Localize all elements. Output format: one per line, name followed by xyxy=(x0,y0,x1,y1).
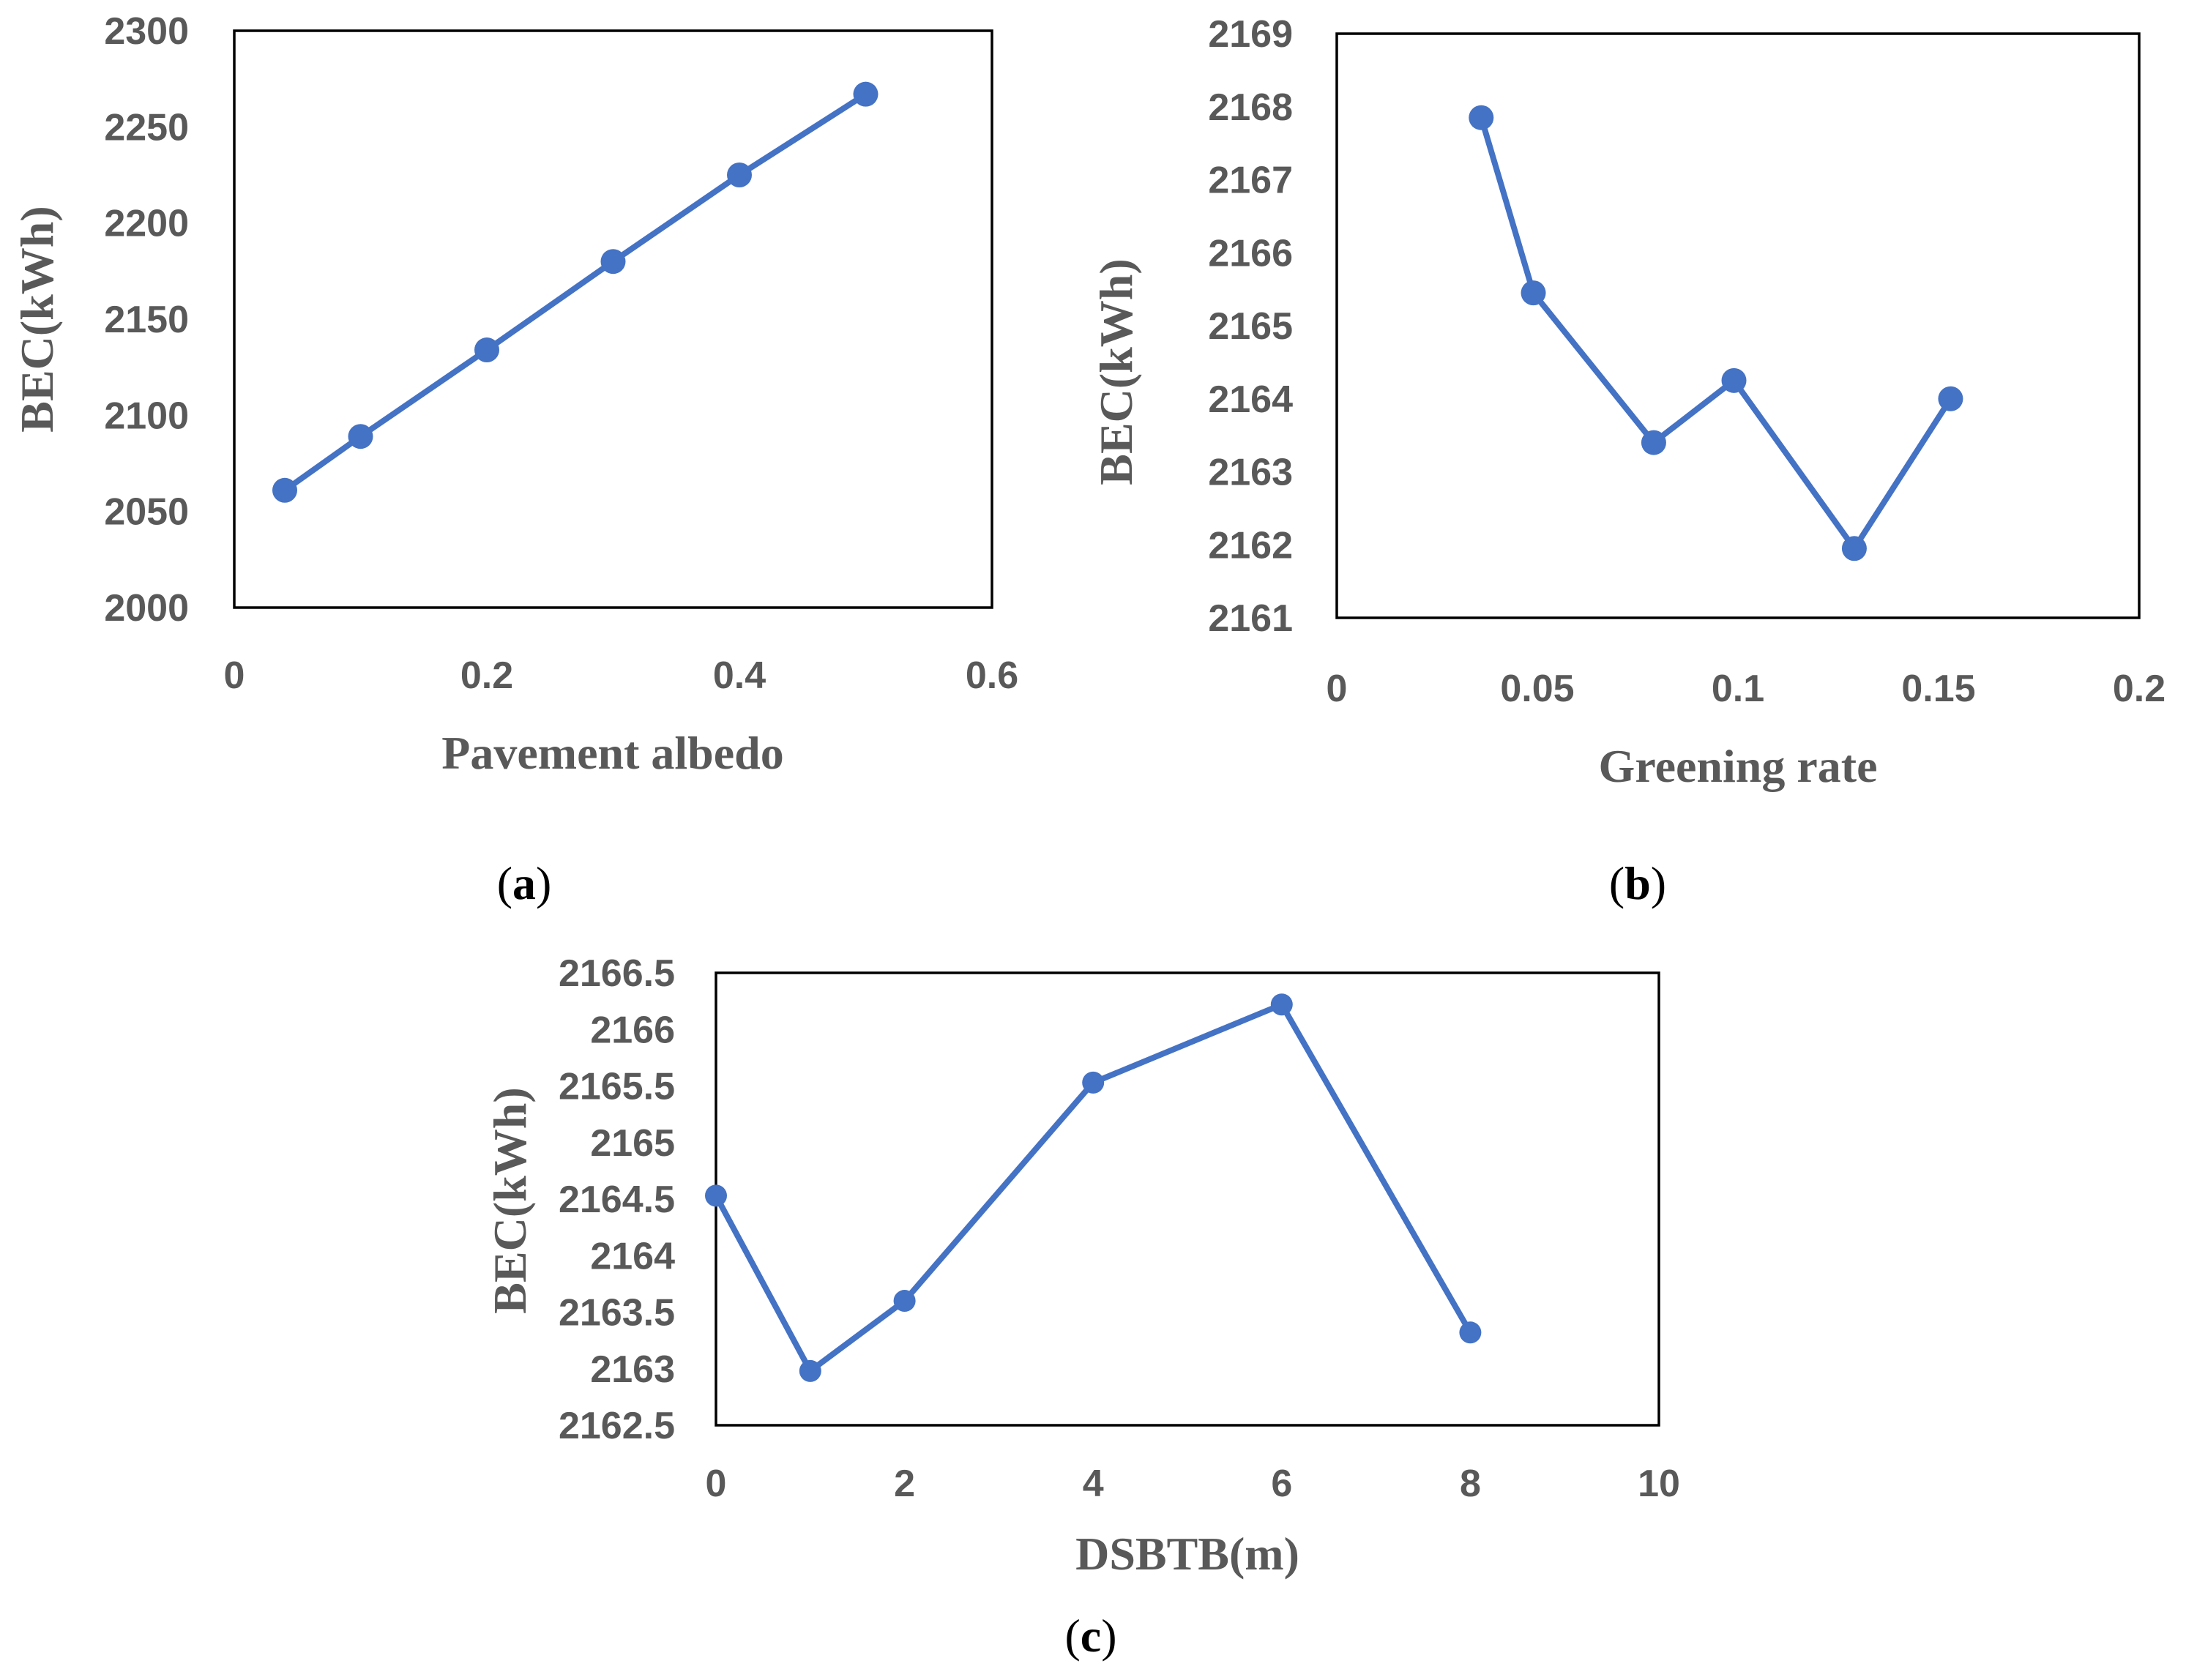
data-point xyxy=(348,424,373,449)
y-tick-labels: 2161 2162 2163 2164 2165 2166 2167 2168 2169 xyxy=(1208,13,1293,640)
x-tick-label: 0.4 xyxy=(713,654,766,697)
data-point xyxy=(1938,386,1963,411)
data-point xyxy=(1641,430,1666,455)
y-tick-label: 2164 xyxy=(590,1235,675,1277)
y-tick-label: 2168 xyxy=(1208,86,1293,129)
plot-area-frame xyxy=(233,29,993,609)
data-point xyxy=(705,1184,727,1207)
data-point xyxy=(893,1290,916,1313)
series-line xyxy=(1478,114,1954,552)
x-axis-title: Pavement albedo xyxy=(441,727,784,779)
panel-label-b: (b) xyxy=(1609,857,1666,909)
x-tick-label: 0 xyxy=(224,654,245,697)
series-line xyxy=(713,1001,1474,1374)
y-tick-label: 2166 xyxy=(1208,232,1293,275)
panel-label-c: (c) xyxy=(1064,1610,1116,1662)
data-series xyxy=(705,993,1482,1382)
x-tick-label: 0.2 xyxy=(460,654,513,697)
y-tick-label: 2166 xyxy=(590,1009,675,1051)
y-tick-label: 2167 xyxy=(1208,160,1293,202)
chart-c: 2162.5 2163 2163.5 2164 2164.5 2165 2165.5 2166… xyxy=(484,952,1680,1662)
x-tick-label: 4 xyxy=(1083,1463,1104,1505)
panel-label-letter: b xyxy=(1624,857,1651,909)
data-point xyxy=(799,1359,821,1382)
y-tick-label: 2165.5 xyxy=(559,1066,675,1108)
y-tick-label: 2165 xyxy=(1208,305,1293,348)
x-tick-label: 0.2 xyxy=(2113,668,2166,710)
data-point xyxy=(272,477,297,503)
data-point xyxy=(1459,1321,1482,1344)
x-tick-labels: 0 0.05 0.1 0.15 0.2 xyxy=(1327,668,2166,710)
x-axis-title: Greening rate xyxy=(1599,740,1878,792)
y-tick-label: 2165 xyxy=(590,1122,675,1165)
y-tick-label: 2150 xyxy=(104,299,189,341)
data-point xyxy=(600,249,626,275)
panel-label-a: (a) xyxy=(497,857,552,909)
y-tick-label: 2164.5 xyxy=(559,1179,675,1221)
y-tick-label: 2163.5 xyxy=(559,1292,675,1334)
data-point xyxy=(1270,993,1293,1016)
y-tick-label: 2250 xyxy=(104,106,189,149)
y-axis-title: BEC(kWh) xyxy=(484,1087,536,1313)
x-tick-label: 0.15 xyxy=(1901,668,1975,710)
x-tick-label: 2 xyxy=(894,1463,915,1505)
y-tick-labels: 2000 2050 2100 2150 2200 2250 2300 xyxy=(104,10,189,630)
y-tick-label: 2163 xyxy=(590,1348,675,1391)
x-tick-label: 0.1 xyxy=(1712,668,1764,710)
chart-b: 2161 2162 2163 2164 2165 2166 2167 2168 2169 0 0.… xyxy=(1090,13,2166,909)
plot-area-frame xyxy=(1335,32,2141,619)
panel-label-letter: c xyxy=(1081,1610,1101,1662)
x-tick-label: 0 xyxy=(706,1463,727,1505)
data-point xyxy=(1521,280,1546,306)
data-point xyxy=(1721,367,1747,393)
x-tick-labels: 0 2 4 6 8 10 xyxy=(706,1463,1680,1505)
y-tick-labels: 2162.5 2163 2163.5 2164 2164.5 2165 2165.5 2166… xyxy=(559,952,675,1447)
y-tick-label: 2100 xyxy=(104,395,189,437)
data-series xyxy=(1469,105,1963,561)
x-tick-label: 0.05 xyxy=(1500,668,1574,710)
data-point xyxy=(727,163,752,187)
data-series xyxy=(272,81,878,503)
y-tick-label: 2164 xyxy=(1208,378,1293,421)
panel-label-letter: a xyxy=(512,857,536,909)
y-axis-title: BEC(kWh) xyxy=(1090,258,1142,485)
y-tick-label: 2162 xyxy=(1208,524,1293,567)
x-tick-label: 8 xyxy=(1460,1463,1481,1505)
y-tick-label: 2000 xyxy=(104,587,189,630)
data-point xyxy=(1469,105,1494,130)
y-tick-label: 2163 xyxy=(1208,452,1293,494)
series-line xyxy=(282,91,869,493)
x-tick-label: 0.6 xyxy=(966,654,1018,697)
x-axis-title: DSBTB(m) xyxy=(1075,1528,1299,1580)
y-tick-label: 2161 xyxy=(1208,597,1293,640)
x-tick-label: 10 xyxy=(1638,1463,1680,1505)
y-tick-label: 2162.5 xyxy=(559,1405,675,1447)
data-point xyxy=(853,81,878,107)
data-point xyxy=(1841,536,1867,561)
y-tick-label: 2169 xyxy=(1208,13,1293,56)
y-tick-label: 2050 xyxy=(104,491,189,534)
x-tick-labels: 0 0.2 0.4 0.6 xyxy=(224,654,1019,697)
y-tick-label: 2166.5 xyxy=(559,952,675,995)
data-point xyxy=(474,337,499,363)
y-tick-label: 2200 xyxy=(104,203,189,245)
y-axis-title: BEC(kWh) xyxy=(11,206,63,432)
x-tick-label: 0 xyxy=(1327,668,1348,710)
data-point xyxy=(1082,1071,1105,1094)
x-tick-label: 6 xyxy=(1271,1463,1292,1505)
y-tick-label: 2300 xyxy=(104,10,189,53)
